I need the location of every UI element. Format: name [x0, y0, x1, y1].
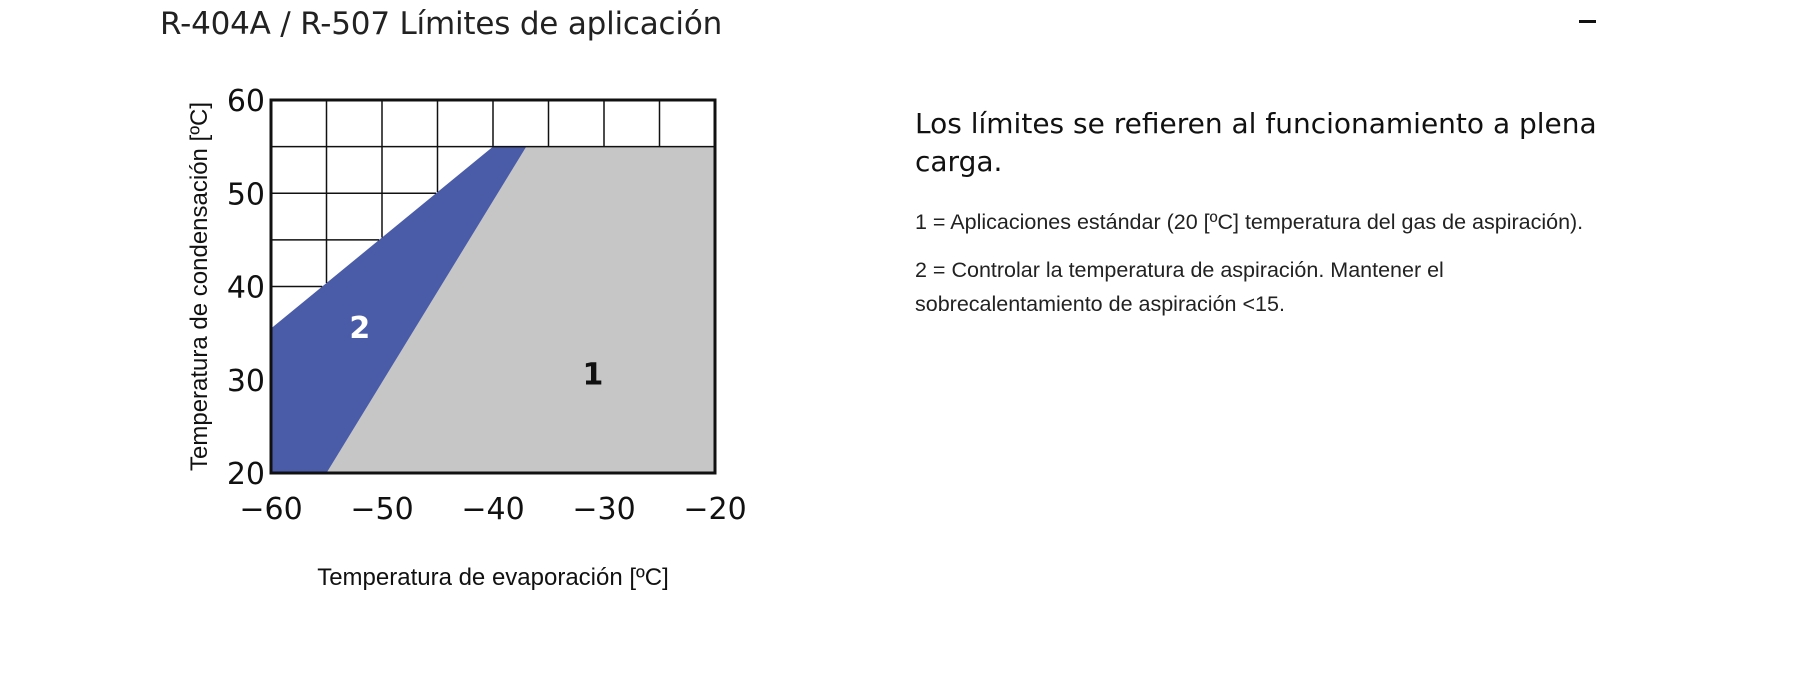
info-panel: Los límites se refieren al funcionamient…	[915, 105, 1615, 335]
application-limits-chart: 1 2 20 30 40 50 60 −60 −50 −40 −30 −20 Temperatura…	[186, 84, 747, 591]
x-tick-label: −60	[239, 492, 302, 527]
y-axis-title: Temperatura de condensación [ºC]	[186, 102, 213, 471]
x-tick-label: −40	[461, 492, 524, 527]
y-tick-label: 40	[227, 271, 265, 306]
section-title: R-404A / R-507 Límites de aplicación	[160, 6, 723, 42]
info-note-1: 1 = Aplicaciones estándar (20 [ºC] tempe…	[915, 210, 1584, 234]
y-tick-label: 50	[227, 177, 265, 212]
x-tick-label: −20	[683, 492, 746, 527]
region-1-area	[326, 146, 715, 473]
region-2-area	[271, 146, 527, 473]
x-axis-title: Temperatura de evaporación [ºC]	[317, 564, 669, 591]
plot-frame	[269, 98, 717, 475]
x-tick-label: −50	[350, 492, 413, 527]
region-label-2: 2	[349, 311, 370, 346]
region-label-1: 1	[582, 358, 603, 393]
minus-icon	[1579, 20, 1596, 23]
y-tick-label: 20	[227, 457, 265, 492]
x-tick-label: −30	[572, 492, 635, 527]
collapse-toggle-button[interactable]	[1572, 6, 1602, 36]
info-heading: Los límites se refieren al funcionamient…	[915, 107, 1597, 178]
y-tick-label: 60	[227, 84, 265, 119]
info-note-2: 2 = Controlar la temperatura de aspiraci…	[915, 258, 1444, 316]
y-tick-label: 30	[227, 364, 265, 399]
